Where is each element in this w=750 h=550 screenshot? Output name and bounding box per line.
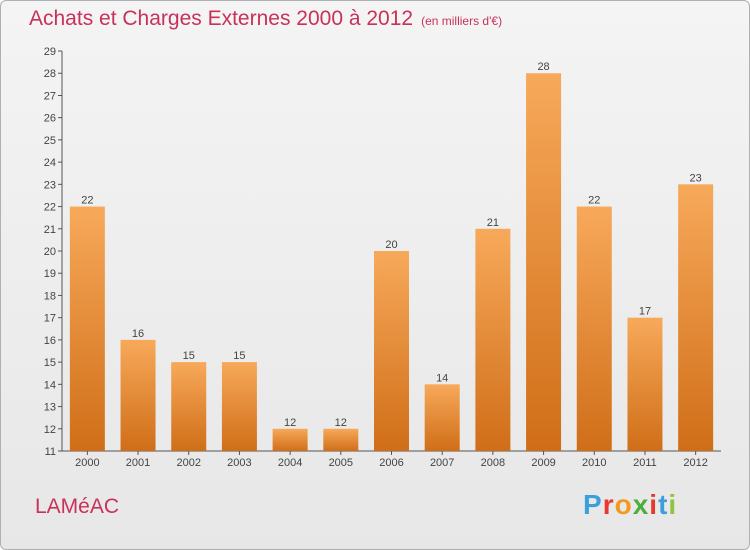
data-label: 23 <box>690 172 702 184</box>
data-label: 15 <box>233 350 245 362</box>
y-tick-label: 18 <box>44 290 56 302</box>
bar <box>171 362 207 451</box>
data-label: 28 <box>537 61 549 73</box>
proxiti-logo: Proxiti <box>583 489 677 521</box>
y-tick-label: 20 <box>44 246 56 258</box>
logo-letter: o <box>614 489 633 520</box>
y-tick-label: 12 <box>44 424 56 436</box>
y-tick-label: 11 <box>45 446 56 458</box>
bar <box>627 317 663 451</box>
chart-title: Achats et Charges Externes 2000 à 2012 (e… <box>29 7 502 31</box>
y-tick-label: 27 <box>44 90 56 102</box>
commune-name: LAMéAC <box>35 495 120 518</box>
y-tick-label: 29 <box>44 46 56 58</box>
data-label: 17 <box>639 306 651 318</box>
y-tick-label: 24 <box>44 157 56 169</box>
x-tick-label: 2008 <box>481 457 505 469</box>
x-tick-label: 2003 <box>227 457 251 469</box>
logo-letter: x <box>632 489 650 520</box>
bar <box>424 384 460 451</box>
x-tick-label: 2011 <box>633 457 657 469</box>
y-tick-label: 26 <box>44 113 56 125</box>
data-label: 16 <box>132 328 144 340</box>
x-tick-label: 2000 <box>75 457 99 469</box>
bar <box>526 73 562 451</box>
x-tick-label: 2009 <box>531 457 555 469</box>
x-tick-label: 2001 <box>126 457 150 469</box>
bar <box>374 251 409 451</box>
data-label: 12 <box>335 417 347 429</box>
logo-letter: i <box>649 489 659 520</box>
data-label: 12 <box>284 417 296 429</box>
bar <box>221 362 257 451</box>
data-label: 20 <box>385 239 397 251</box>
y-tick-label: 21 <box>44 224 56 236</box>
bar <box>576 206 612 451</box>
bar <box>272 428 308 451</box>
data-label: 15 <box>183 350 195 362</box>
x-tick-label: 2002 <box>176 457 200 469</box>
x-tick-label: 2005 <box>329 457 353 469</box>
data-label: 22 <box>588 195 600 207</box>
x-tick-label: 2012 <box>683 457 707 469</box>
bars <box>69 73 714 452</box>
y-tick-label: 15 <box>44 357 56 369</box>
logo-letter: i <box>668 489 678 520</box>
chart-unit: (en milliers d'€) <box>421 14 503 28</box>
y-tick-label: 23 <box>44 179 56 191</box>
labels: 22 2000 16 2001 15 2002 15 2003 12 2004 12 2005 20 20… <box>75 61 708 469</box>
y-tick-label: 17 <box>44 313 56 325</box>
x-tick-label: 2004 <box>278 457 302 469</box>
y-tick-label: 13 <box>44 402 56 414</box>
y-tick-label: 14 <box>44 379 56 391</box>
y-tick-label: 22 <box>44 202 56 214</box>
data-label: 21 <box>487 217 499 229</box>
x-tick-label: 2007 <box>430 457 454 469</box>
y-tick-label: 25 <box>44 135 56 147</box>
y-tick-label: 16 <box>44 335 56 347</box>
logo-letter: r <box>602 489 615 520</box>
y-tick-label: 28 <box>44 68 56 80</box>
logo-letter: t <box>658 489 669 520</box>
data-label: 22 <box>81 195 93 207</box>
data-label: 14 <box>436 372 448 384</box>
chart-title-text: Achats et Charges Externes 2000 à 2012 <box>29 7 414 30</box>
bar <box>475 228 511 451</box>
y-tick-label: 19 <box>44 268 56 280</box>
bar <box>678 184 714 452</box>
logo-letter: P <box>583 489 603 520</box>
x-tick-label: 2006 <box>379 457 403 469</box>
bar <box>120 339 156 451</box>
bar <box>323 428 359 451</box>
x-tick-label: 2010 <box>582 457 606 469</box>
bar <box>69 206 105 451</box>
